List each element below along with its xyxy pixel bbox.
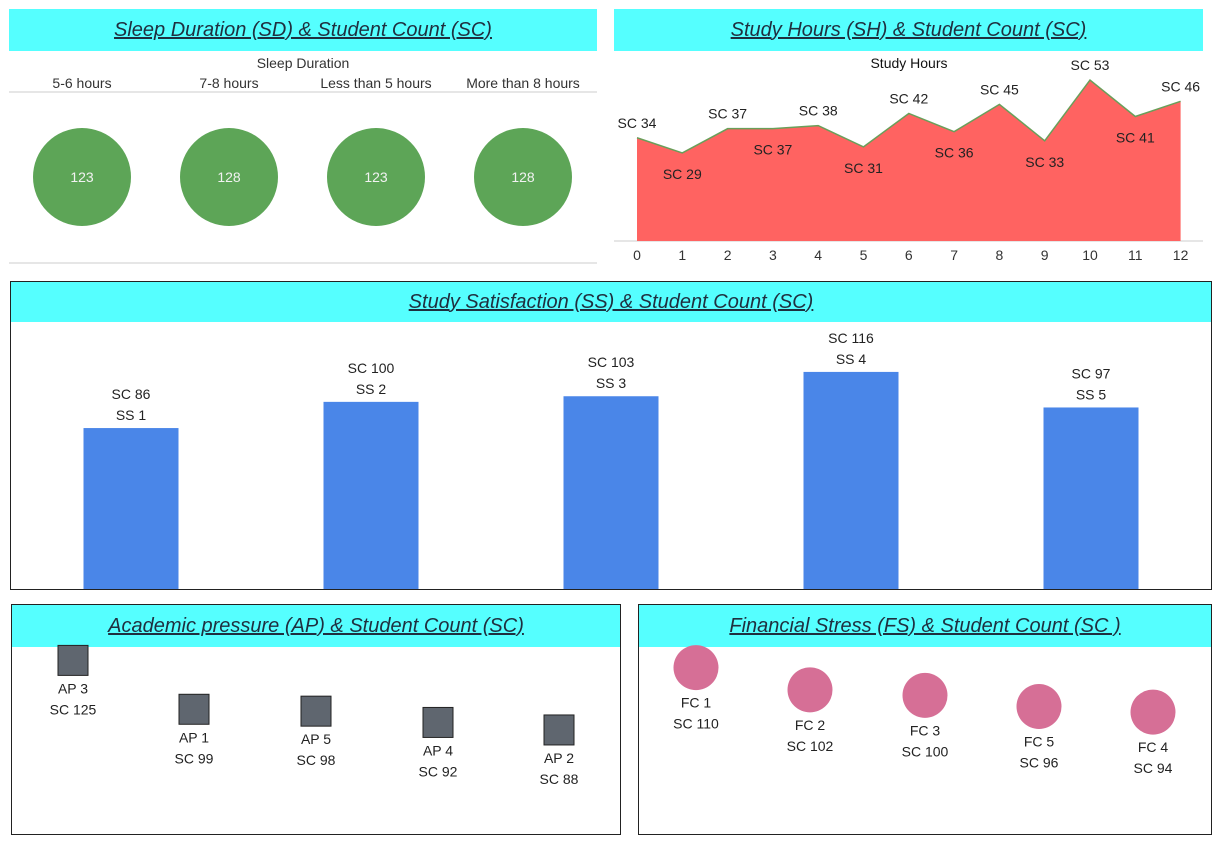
satisfaction-bar (83, 428, 179, 589)
academic-category-label: AP 4 (423, 742, 453, 758)
satisfaction-count-label: SC 86 (112, 386, 151, 402)
study-hours-x-tick: 3 (769, 247, 777, 263)
study-hours-point-label: SC 45 (980, 81, 1019, 97)
study-hours-point-label: SC 29 (663, 166, 702, 182)
study-hours-point-label: SC 37 (708, 106, 747, 122)
study-hours-x-tick: 10 (1082, 247, 1098, 263)
satisfaction-panel (10, 281, 1212, 590)
academic-count-label: SC 88 (540, 771, 579, 787)
study-hours-x-tick: 2 (724, 247, 732, 263)
satisfaction-category-label: SS 3 (596, 375, 627, 391)
study-hours-x-tick: 12 (1173, 247, 1189, 263)
study-hours-x-tick: 0 (633, 247, 641, 263)
study-hours-header: Study Hours (870, 55, 947, 71)
study-hours-panel-title: Study Hours (SH) & Student Count (SC) (614, 9, 1203, 51)
sleep-category-label: Less than 5 hours (320, 75, 431, 91)
academic-marker (300, 695, 332, 727)
study-hours-point-label: SC 42 (889, 90, 928, 106)
satisfaction-count-label: SC 103 (588, 354, 635, 370)
sleep-panel-title: Sleep Duration (SD) & Student Count (SC) (9, 9, 597, 51)
satisfaction-bar (803, 371, 899, 589)
academic-marker (422, 706, 454, 738)
satisfaction-category-label: SS 2 (356, 381, 387, 397)
study-hours-x-tick: 7 (950, 247, 958, 263)
study-hours-x-tick: 8 (996, 247, 1004, 263)
study-hours-point-label: SC 34 (618, 115, 657, 131)
academic-marker (543, 714, 575, 746)
sleep-value-label: 123 (70, 169, 94, 185)
study-hours-point-label: SC 38 (799, 103, 838, 119)
financial-count-label: SC 102 (787, 738, 834, 754)
satisfaction-count-label: SC 116 (828, 330, 874, 346)
satisfaction-count-label: SC 100 (348, 360, 395, 376)
financial-count-label: SC 96 (1020, 755, 1059, 771)
academic-marker (57, 644, 89, 676)
satisfaction-category-label: SS 1 (116, 407, 147, 423)
satisfaction-category-label: SS 4 (836, 351, 867, 367)
study-hours-line (636, 79, 1181, 154)
study-hours-point-label: SC 53 (1071, 57, 1110, 73)
study-hours-x-tick: 9 (1041, 247, 1049, 263)
study-hours-point-label: SC 33 (1025, 154, 1064, 170)
financial-category-label: FC 1 (681, 695, 712, 711)
study-hours-x-tick: 6 (905, 247, 913, 263)
sleep-value-label: 128 (217, 169, 241, 185)
sleep-category-label: 7-8 hours (199, 75, 258, 91)
financial-marker (787, 667, 833, 713)
sleep-category-label: More than 8 hours (466, 75, 580, 91)
financial-marker (1016, 684, 1062, 730)
sleep-value-label: 123 (364, 169, 388, 185)
satisfaction-bar (323, 401, 419, 589)
academic-marker (178, 693, 210, 725)
study-hours-point-label: SC 31 (844, 160, 883, 176)
financial-category-label: FC 2 (795, 717, 826, 733)
financial-count-label: SC 100 (902, 743, 949, 759)
study-hours-point-label: SC 41 (1116, 130, 1155, 146)
sleep-category-label: 5-6 hours (52, 75, 111, 91)
satisfaction-bar (563, 396, 659, 589)
sleep-circle (474, 128, 572, 226)
study-hours-x-tick: 11 (1128, 247, 1143, 263)
satisfaction-bar (1043, 407, 1139, 589)
sleep-header: Sleep Duration (257, 55, 350, 71)
financial-category-label: FC 4 (1138, 739, 1169, 755)
study-hours-point-label: SC 36 (935, 145, 974, 161)
study-hours-x-tick: 5 (860, 247, 868, 263)
financial-panel (638, 604, 1212, 835)
academic-count-label: SC 99 (175, 750, 214, 766)
financial-count-label: SC 94 (1134, 760, 1173, 776)
academic-count-label: SC 98 (297, 752, 336, 768)
academic-category-label: AP 2 (544, 750, 574, 766)
financial-panel-title: Financial Stress (FS) & Student Count (S… (639, 605, 1211, 647)
financial-count-label: SC 110 (673, 716, 719, 732)
satisfaction-panel-title: Study Satisfaction (SS) & Student Count … (11, 282, 1211, 322)
satisfaction-count-label: SC 97 (1072, 365, 1111, 381)
academic-category-label: AP 5 (301, 731, 331, 747)
study-hours-point-label: SC 46 (1161, 78, 1200, 94)
financial-category-label: FC 5 (1024, 734, 1055, 750)
study-hours-point-label: SC 37 (753, 142, 792, 158)
study-hours-x-tick: 1 (678, 247, 686, 263)
sleep-value-label: 128 (511, 169, 535, 185)
academic-count-label: SC 125 (50, 701, 97, 717)
study-hours-x-tick: 4 (814, 247, 822, 263)
academic-category-label: AP 3 (58, 680, 88, 696)
sleep-circle (33, 128, 131, 226)
sleep-circle (180, 128, 278, 226)
academic-category-label: AP 1 (179, 729, 209, 745)
financial-marker (902, 672, 948, 718)
study-hours-area (637, 80, 1181, 242)
academic-count-label: SC 92 (419, 763, 458, 779)
financial-category-label: FC 3 (910, 722, 941, 738)
financial-marker (1130, 689, 1176, 735)
sleep-circle (327, 128, 425, 226)
satisfaction-category-label: SS 5 (1076, 386, 1107, 402)
academic-panel-title: Academic pressure (AP) & Student Count (… (12, 605, 620, 647)
academic-panel (11, 604, 621, 835)
financial-marker (673, 645, 719, 691)
